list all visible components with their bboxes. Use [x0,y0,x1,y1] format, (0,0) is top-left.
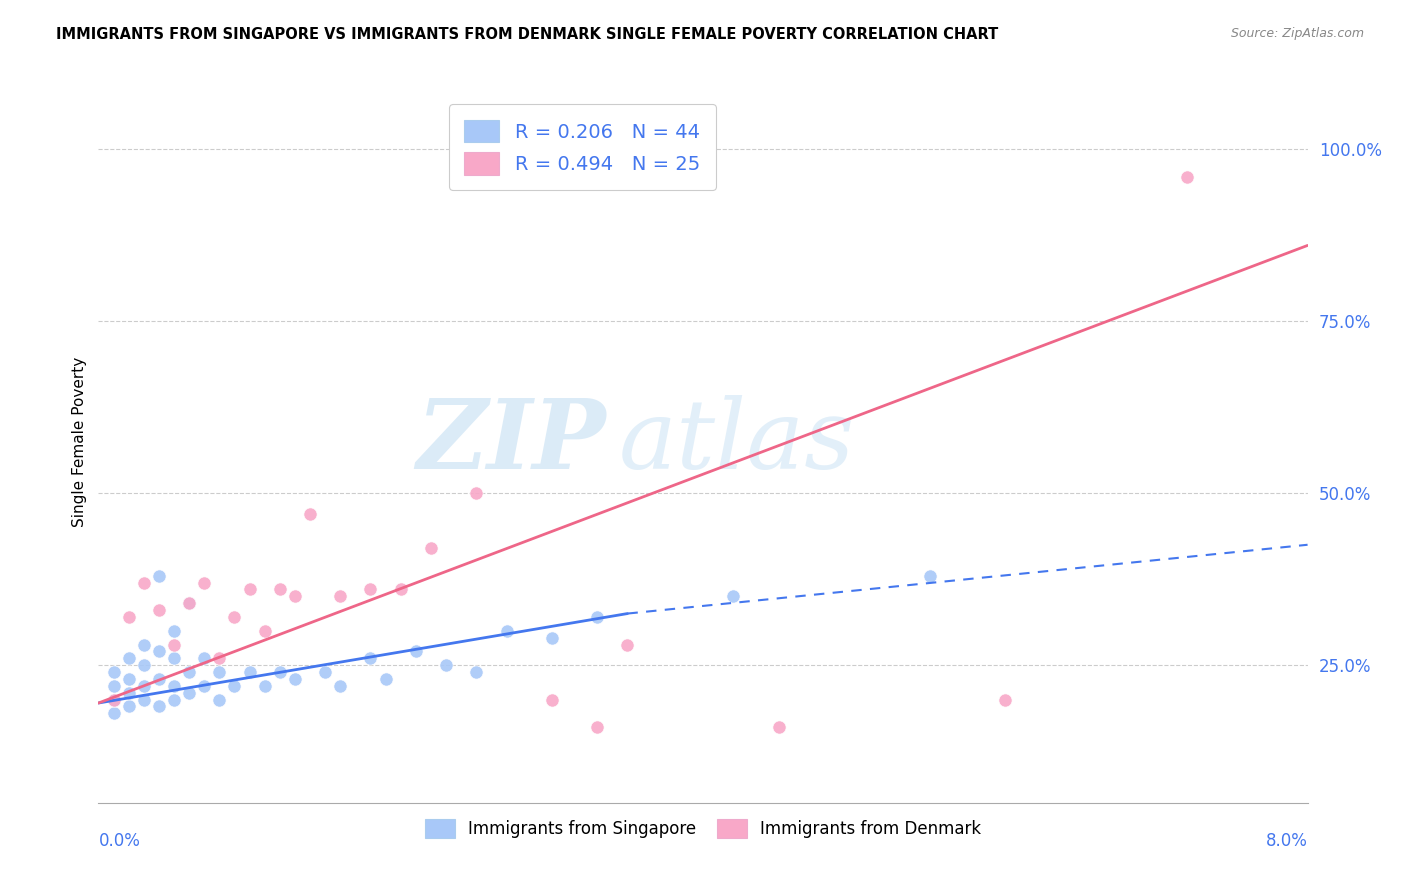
Point [239,665,262,679]
Text: ZIP: ZIP [416,394,606,489]
Point [269,665,291,679]
Point [586,720,609,734]
Text: IMMIGRANTS FROM SINGAPORE VS IMMIGRANTS FROM DENMARK SINGLE FEMALE POVERTY CORRE: IMMIGRANTS FROM SINGAPORE VS IMMIGRANTS … [56,27,998,42]
Point [329,590,352,604]
Point [360,651,382,665]
Point [253,624,276,638]
Point [163,651,186,665]
Point [269,582,291,597]
Point [495,624,517,638]
Point [179,686,201,700]
Point [360,582,382,597]
Legend: Immigrants from Singapore, Immigrants from Denmark: Immigrants from Singapore, Immigrants fr… [419,813,987,845]
Point [148,644,170,658]
Point [132,692,155,706]
Point [193,679,215,693]
Y-axis label: Single Female Poverty: Single Female Poverty [72,357,87,526]
Point [208,692,231,706]
Point [208,651,231,665]
Point [329,679,352,693]
Point [163,692,186,706]
Point [405,644,427,658]
Point [148,699,170,714]
Point [118,651,141,665]
Point [193,651,215,665]
Point [284,590,307,604]
Point [224,679,246,693]
Point [1175,169,1198,184]
Text: 0.0%: 0.0% [98,831,141,850]
Point [103,692,125,706]
Text: 8.0%: 8.0% [1265,831,1308,850]
Text: atlas: atlas [619,394,855,489]
Point [132,638,155,652]
Point [540,631,562,645]
Point [434,658,457,673]
Point [132,658,155,673]
Point [179,596,201,610]
Point [103,665,125,679]
Point [299,507,322,521]
Point [465,665,488,679]
Point [284,672,307,686]
Point [374,672,396,686]
Point [420,541,443,556]
Point [179,596,201,610]
Point [179,665,201,679]
Point [118,686,141,700]
Point [994,692,1017,706]
Point [148,603,170,617]
Point [253,679,276,693]
Point [118,699,141,714]
Point [118,610,141,624]
Point [918,568,941,582]
Point [616,638,638,652]
Point [193,575,215,590]
Point [163,679,186,693]
Point [586,610,609,624]
Point [148,672,170,686]
Point [768,720,790,734]
Point [465,486,488,500]
Point [132,575,155,590]
Point [723,590,745,604]
Point [208,665,231,679]
Point [103,706,125,721]
Point [118,672,141,686]
Text: Source: ZipAtlas.com: Source: ZipAtlas.com [1230,27,1364,40]
Point [148,568,170,582]
Point [103,679,125,693]
Point [163,638,186,652]
Point [103,692,125,706]
Point [540,692,562,706]
Point [389,582,412,597]
Point [132,679,155,693]
Point [163,624,186,638]
Point [224,610,246,624]
Point [314,665,336,679]
Point [239,582,262,597]
